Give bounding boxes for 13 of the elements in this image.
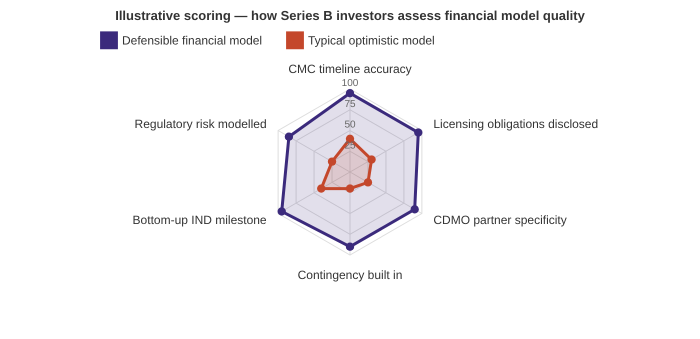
spoke-label: Regulatory risk modelled — [134, 116, 267, 131]
legend-label: Typical optimistic model — [308, 33, 435, 48]
spoke-label: Bottom-up IND milestone — [132, 213, 267, 228]
spoke-label: Contingency built in — [298, 268, 402, 282]
legend-label: Defensible financial model — [122, 33, 262, 48]
spoke-label: CDMO partner specificity — [433, 213, 567, 228]
y-tick-label: 100 — [342, 78, 359, 89]
y-tick-label: 50 — [344, 120, 356, 130]
y-tick-label: 75 — [344, 98, 356, 110]
spoke-label: CMC timeline accuracy — [288, 62, 412, 76]
y-tick-label: 25 — [344, 140, 356, 152]
chart-title: Illustrative scoring — how Series B investors assess financial model quality — [115, 8, 586, 23]
spoke-label: Licensing obligations disclosed — [433, 116, 598, 131]
